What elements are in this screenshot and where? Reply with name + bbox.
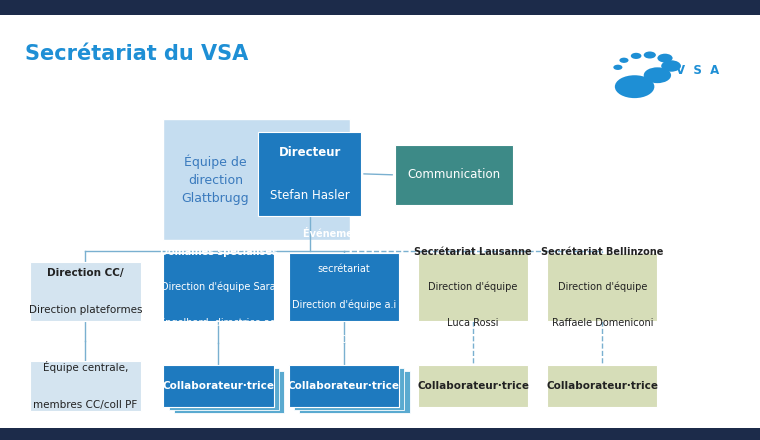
FancyBboxPatch shape: [30, 262, 141, 321]
Text: Direction CC/: Direction CC/: [47, 268, 124, 278]
Circle shape: [644, 51, 656, 59]
FancyBboxPatch shape: [163, 365, 274, 407]
Text: Événements et: Événements et: [303, 229, 385, 239]
Text: Engelhard, directrice adj: Engelhard, directrice adj: [159, 318, 278, 327]
FancyBboxPatch shape: [163, 253, 274, 321]
FancyBboxPatch shape: [395, 145, 513, 205]
Text: Collaborateur·trice: Collaborateur·trice: [163, 381, 274, 391]
Text: secrétariat: secrétariat: [318, 264, 370, 275]
Circle shape: [619, 58, 629, 63]
Text: Direction d'équipe: Direction d'équipe: [558, 282, 647, 292]
FancyBboxPatch shape: [299, 371, 410, 413]
Text: Communication: Communication: [407, 169, 501, 181]
Text: Collaborateur·trice: Collaborateur·trice: [417, 381, 529, 391]
Text: V  S  A: V S A: [676, 64, 720, 77]
Text: Collaborateur·trice: Collaborateur·trice: [546, 381, 658, 391]
Text: Directeur: Directeur: [278, 146, 341, 159]
Text: Direction plateformes: Direction plateformes: [29, 305, 142, 315]
FancyBboxPatch shape: [547, 253, 657, 321]
Circle shape: [644, 67, 671, 83]
Text: Équipe centrale,: Équipe centrale,: [43, 361, 128, 373]
FancyBboxPatch shape: [174, 371, 284, 413]
FancyBboxPatch shape: [547, 365, 657, 407]
FancyBboxPatch shape: [418, 253, 528, 321]
Circle shape: [657, 54, 673, 62]
FancyBboxPatch shape: [294, 368, 404, 410]
Text: Direction d'équipe: Direction d'équipe: [429, 282, 518, 292]
Circle shape: [661, 60, 681, 72]
Bar: [0, 0, 760, 15]
Bar: [0, 428, 760, 440]
Circle shape: [631, 53, 641, 59]
Text: membres CC/coll PF: membres CC/coll PF: [33, 400, 138, 410]
Text: Secrétariat Bellinzone: Secrétariat Bellinzone: [541, 247, 663, 257]
FancyBboxPatch shape: [418, 365, 528, 407]
Text: Secrétariat du VSA: Secrétariat du VSA: [25, 44, 249, 64]
Text: Équipe de
direction
Glattbrugg: Équipe de direction Glattbrugg: [182, 154, 249, 205]
Text: Domaines spécialisés: Domaines spécialisés: [160, 246, 277, 257]
Text: Direction d'équipe a.i: Direction d'équipe a.i: [292, 300, 396, 310]
FancyBboxPatch shape: [289, 253, 399, 321]
Text: Direction d'équipe Sara: Direction d'équipe Sara: [161, 282, 276, 292]
Circle shape: [613, 65, 622, 70]
Text: Nadine Czekalski: Nadine Czekalski: [302, 335, 385, 345]
FancyBboxPatch shape: [169, 368, 279, 410]
Text: Secrétariat Lausanne: Secrétariat Lausanne: [414, 247, 532, 257]
Circle shape: [615, 75, 654, 98]
Text: Raffaele Domeniconi: Raffaele Domeniconi: [552, 318, 653, 327]
Text: Collaborateur·trice: Collaborateur·trice: [288, 381, 400, 391]
FancyBboxPatch shape: [163, 119, 350, 240]
FancyBboxPatch shape: [289, 365, 399, 407]
Text: Luca Rossi: Luca Rossi: [448, 318, 499, 327]
FancyBboxPatch shape: [258, 132, 361, 216]
Text: Stefan Hasler: Stefan Hasler: [270, 189, 350, 202]
FancyBboxPatch shape: [30, 361, 141, 411]
